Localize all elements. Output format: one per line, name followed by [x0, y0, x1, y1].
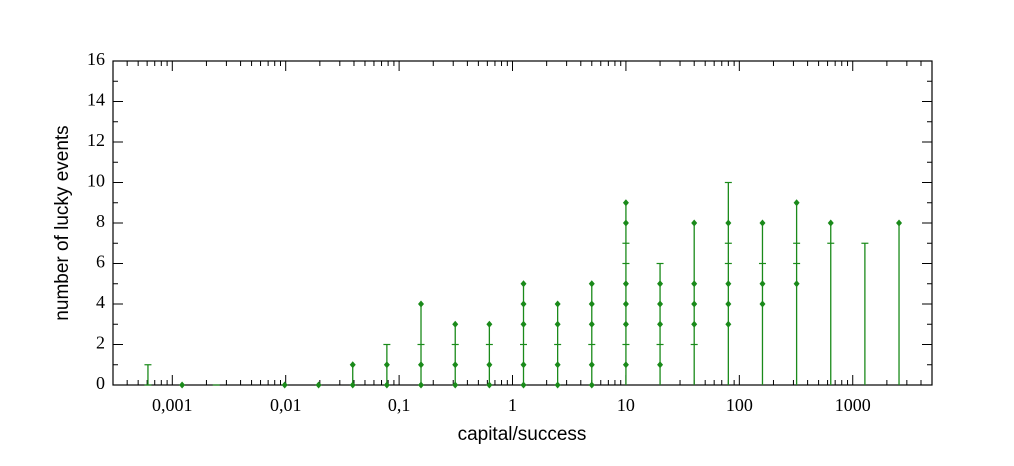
point [725, 320, 732, 328]
y-tick-label: 6 [96, 252, 105, 272]
point [486, 320, 493, 328]
point [520, 320, 527, 328]
point [588, 361, 595, 369]
point [588, 320, 595, 328]
point [588, 381, 595, 389]
point [691, 280, 698, 288]
point [896, 219, 903, 227]
point [622, 280, 629, 288]
point [691, 219, 698, 227]
x-axis-label: capital/success [458, 424, 587, 445]
plot-frame [112, 60, 933, 386]
point [657, 320, 664, 328]
point [622, 300, 629, 308]
point [759, 280, 766, 288]
point [588, 280, 595, 288]
point [418, 300, 425, 308]
point [520, 361, 527, 369]
point [793, 199, 800, 207]
point [759, 219, 766, 227]
y-tick-label: 0 [96, 373, 105, 393]
x-tick-label: 0,01 [270, 395, 302, 415]
point [622, 320, 629, 328]
point [452, 320, 459, 328]
point [179, 381, 186, 389]
point [657, 280, 664, 288]
point [588, 300, 595, 308]
point [657, 361, 664, 369]
y-tick-label: 8 [96, 211, 105, 231]
point [349, 361, 356, 369]
point [383, 361, 390, 369]
point [827, 219, 834, 227]
point [622, 219, 629, 227]
x-tick-label: 1000 [835, 395, 871, 415]
point [486, 381, 493, 389]
point [622, 199, 629, 207]
x-tick-label: 0,1 [388, 395, 411, 415]
y-tick-label: 10 [87, 171, 105, 191]
y-tick-label: 16 [87, 49, 105, 69]
x-tick-label: 10 [617, 395, 635, 415]
point [281, 381, 288, 389]
point [725, 219, 732, 227]
point [315, 381, 322, 389]
point [725, 280, 732, 288]
point [622, 361, 629, 369]
point [657, 300, 664, 308]
x-tick-label: 1 [508, 395, 517, 415]
point [349, 381, 356, 389]
y-axis-label: number of lucky events [52, 125, 73, 320]
x-tick-label: 100 [726, 395, 753, 415]
point [418, 381, 425, 389]
point [759, 300, 766, 308]
point [452, 381, 459, 389]
point [554, 300, 561, 308]
point [554, 361, 561, 369]
point [520, 300, 527, 308]
x-tick-label: 0,001 [152, 395, 193, 415]
point [520, 381, 527, 389]
point [725, 300, 732, 308]
point [554, 320, 561, 328]
y-tick-label: 4 [96, 292, 105, 312]
y-tick-label: 14 [87, 90, 105, 110]
point [793, 280, 800, 288]
point [554, 381, 561, 389]
point [691, 320, 698, 328]
point [520, 280, 527, 288]
point [383, 381, 390, 389]
point [418, 361, 425, 369]
y-tick-label: 2 [96, 333, 105, 353]
y-tick-label: 12 [87, 130, 105, 150]
point [486, 361, 493, 369]
point [452, 361, 459, 369]
point [691, 300, 698, 308]
